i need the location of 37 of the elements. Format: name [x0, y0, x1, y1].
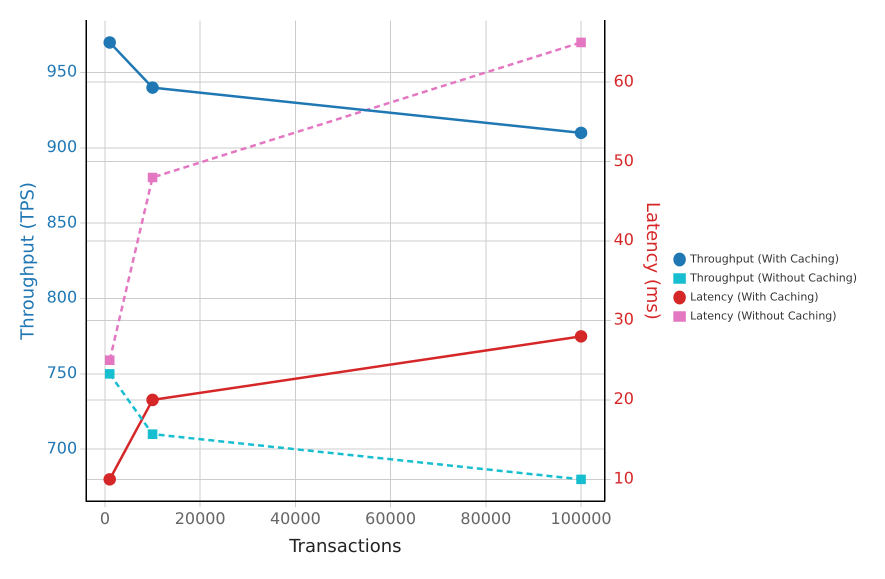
y-tick-label: 750	[46, 363, 78, 382]
point	[576, 38, 586, 48]
y-tick-label: 800	[46, 288, 78, 307]
y-axis-title: Throughput (TPS)	[17, 182, 38, 341]
point	[103, 36, 116, 49]
y2-axis-title: Latency (ms)	[642, 202, 664, 320]
point	[148, 172, 158, 182]
y2-tick-label: 50	[614, 150, 634, 170]
y-tick-label: 850	[46, 212, 78, 232]
y2-tick-label: 60	[614, 71, 634, 90]
x-tick-label: 20000	[174, 508, 226, 528]
legend-label: Latency (Without Caching)	[690, 309, 837, 322]
point	[576, 474, 586, 484]
x-tick-label: 0	[100, 508, 110, 528]
legend-label: Throughput (Without Caching)	[689, 271, 858, 284]
y-tick-label: 950	[46, 62, 78, 81]
point	[148, 429, 158, 439]
point	[146, 81, 159, 94]
y-tick-label: 900	[46, 137, 78, 156]
x-axis-title: Transactions	[288, 536, 402, 557]
point	[104, 369, 114, 379]
y2-tick-label: 20	[614, 389, 634, 408]
legend-label: Throughput (With Caching)	[689, 252, 839, 266]
point	[574, 126, 588, 140]
x-tick-label: 100000	[550, 508, 612, 528]
point	[574, 330, 588, 343]
y2-tick-label: 40	[614, 230, 634, 250]
y-tick-label: 700	[46, 438, 78, 458]
y2-tick-label: 30	[614, 310, 634, 329]
x-tick-label: 60000	[365, 508, 416, 528]
x-tick-label: 40000	[270, 508, 321, 528]
legend-label: Latency (With Caching)	[690, 290, 819, 304]
x-tick-label: 80000	[460, 508, 512, 528]
point	[103, 473, 116, 486]
y2-tick-label: 10	[614, 468, 634, 488]
point	[146, 394, 159, 406]
point	[104, 355, 114, 365]
